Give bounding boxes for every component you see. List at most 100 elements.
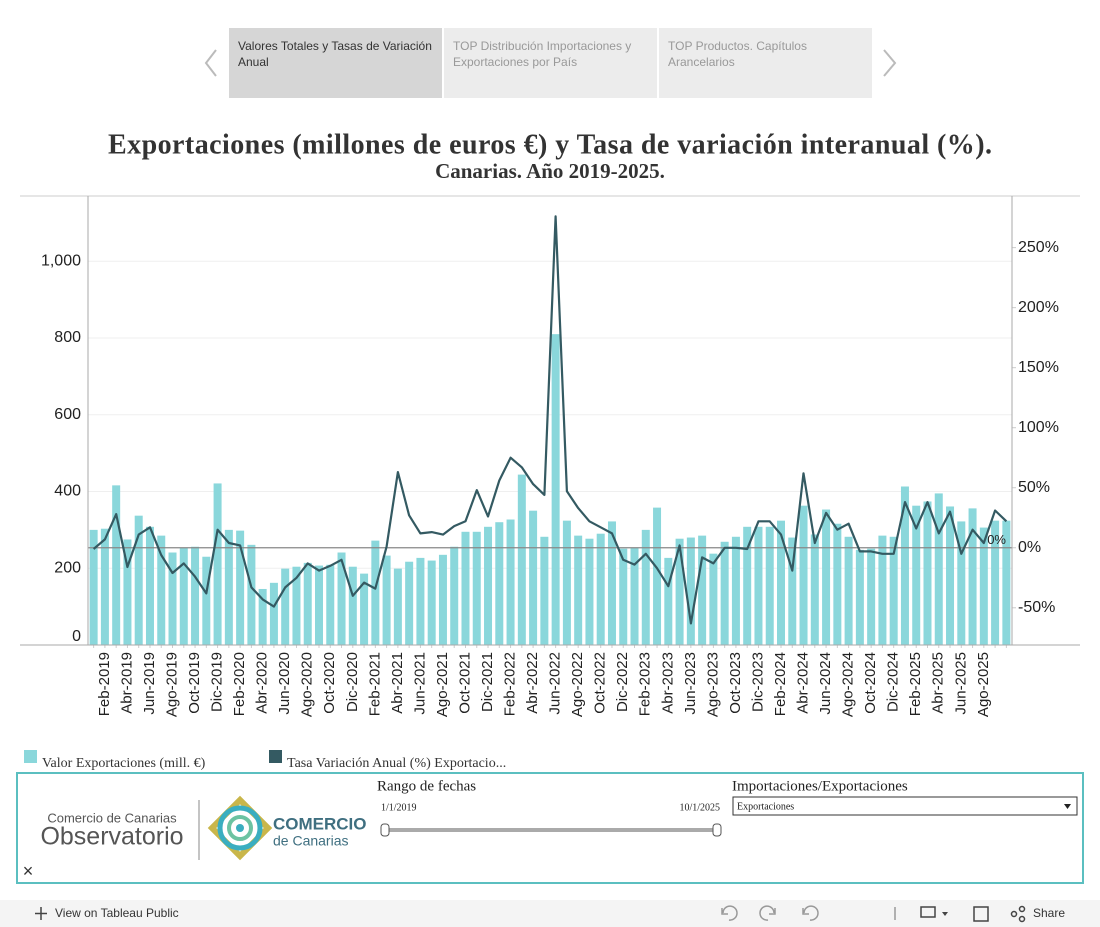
bar	[675, 538, 684, 645]
x-tick-label: Oct-2020	[321, 652, 338, 714]
bar	[574, 535, 583, 645]
x-tick-label: Oct-2023	[727, 652, 744, 714]
x-tick-label: Jun-2023	[682, 652, 699, 715]
range-start: 1/1/2019	[381, 802, 417, 813]
bar	[743, 526, 752, 645]
prev-arrow[interactable]	[204, 49, 217, 77]
bar	[337, 552, 346, 645]
bar	[427, 560, 436, 645]
x-tick-label: Jun-2020	[276, 652, 293, 715]
bar	[855, 549, 864, 645]
tab-label: TOP Productos. Capítulos Arancelarios	[668, 39, 807, 69]
bar	[281, 568, 290, 645]
bar	[630, 547, 639, 645]
y-tick-label: 1,000	[41, 252, 81, 269]
bar	[134, 515, 143, 645]
x-tick-label: Feb-2024	[772, 652, 789, 716]
bar	[405, 561, 414, 645]
bar	[371, 540, 380, 645]
range-end: 10/1/2025	[679, 802, 720, 813]
bar	[709, 553, 718, 645]
x-tick-label: Dic-2022	[614, 652, 631, 712]
slider-track	[385, 828, 717, 832]
bar	[269, 582, 278, 645]
toolbar-link[interactable]: View on Tableau Public	[55, 906, 179, 920]
tab-label-box: TOP Distribución Importaciones y Exporta…	[453, 39, 631, 69]
bar	[596, 533, 605, 645]
bar	[247, 544, 256, 645]
bar	[517, 474, 526, 645]
tab[interactable]	[659, 28, 872, 98]
bar	[664, 557, 673, 645]
bar	[720, 541, 729, 645]
x-tick-label: Ago-2019	[163, 652, 180, 717]
x-tick-label: Ago-2025	[975, 652, 992, 717]
logo-text: Comercio de Canarias	[47, 810, 177, 825]
bar	[641, 529, 650, 645]
x-tick-label: Dic-2021	[479, 652, 496, 712]
bar	[799, 505, 808, 645]
slider-handle[interactable]	[380, 823, 390, 837]
bar	[923, 501, 932, 645]
bar	[202, 556, 211, 645]
tab[interactable]	[444, 28, 657, 98]
y2-tick-label: 250%	[1018, 239, 1059, 256]
x-tick-label: Feb-2025	[907, 652, 924, 716]
bar	[168, 552, 177, 645]
dropdown-arrow	[1064, 804, 1071, 809]
slider-handle[interactable]	[712, 823, 722, 837]
bar	[360, 573, 369, 645]
bar	[506, 519, 515, 645]
filter-label: Rango de fechas	[377, 778, 476, 794]
bar	[698, 535, 707, 645]
x-tick-label: Jun-2021	[411, 652, 428, 715]
x-tick-label: Oct-2019	[186, 652, 203, 714]
bar	[844, 536, 853, 645]
bar	[112, 485, 121, 645]
y2-tick-label: 50%	[1018, 479, 1050, 496]
x-tick-label: Jun-2022	[547, 652, 564, 715]
bar	[157, 535, 166, 645]
y2-tick-label: 200%	[1018, 299, 1059, 316]
bar	[946, 506, 955, 645]
x-tick-label: Oct-2024	[862, 652, 879, 714]
bar	[393, 568, 402, 645]
bar	[585, 538, 594, 645]
x-tick-label: Abr-2022	[524, 652, 541, 714]
bar	[416, 557, 425, 645]
bar	[191, 546, 200, 645]
tab-active[interactable]	[229, 28, 442, 98]
y-tick-label: 0	[72, 628, 81, 645]
bar	[912, 505, 921, 645]
bar	[540, 536, 549, 645]
x-tick-label: Feb-2023	[637, 652, 654, 716]
bar	[833, 523, 842, 645]
share-button[interactable]: Share	[1033, 906, 1065, 920]
bar	[889, 536, 898, 645]
bar	[878, 535, 887, 645]
x-tick-label: Dic-2024	[885, 652, 902, 712]
x-tick-label: Jun-2019	[141, 652, 158, 715]
bar	[991, 520, 1000, 645]
x-tick-label: Abr-2019	[118, 652, 135, 714]
next-arrow[interactable]	[883, 49, 897, 77]
plot: 0 200 400 600 800 1,000 -50% 0% 50% 100% 150% 200% 2…	[41, 215, 1059, 717]
dropdown[interactable]	[732, 796, 1078, 816]
legend-swatch	[24, 750, 37, 763]
bar	[213, 483, 222, 645]
bar	[562, 520, 571, 645]
x-tick-label: Abr-2021	[389, 652, 406, 714]
bar	[822, 509, 831, 645]
close-icon[interactable]: ×	[23, 861, 34, 881]
bar	[754, 526, 763, 645]
y2-tick-label: 0%	[1018, 539, 1041, 556]
x-tick-label: Dic-2019	[209, 652, 226, 712]
tableau-icon	[35, 907, 47, 920]
bar	[653, 507, 662, 645]
bar	[472, 531, 481, 645]
x-tick-label: Oct-2022	[592, 652, 609, 714]
logo-text: de Canarias	[273, 833, 349, 849]
x-tick-label: Ago-2021	[434, 652, 451, 717]
x-tick-label: Oct-2021	[456, 652, 473, 714]
bar	[348, 566, 357, 645]
